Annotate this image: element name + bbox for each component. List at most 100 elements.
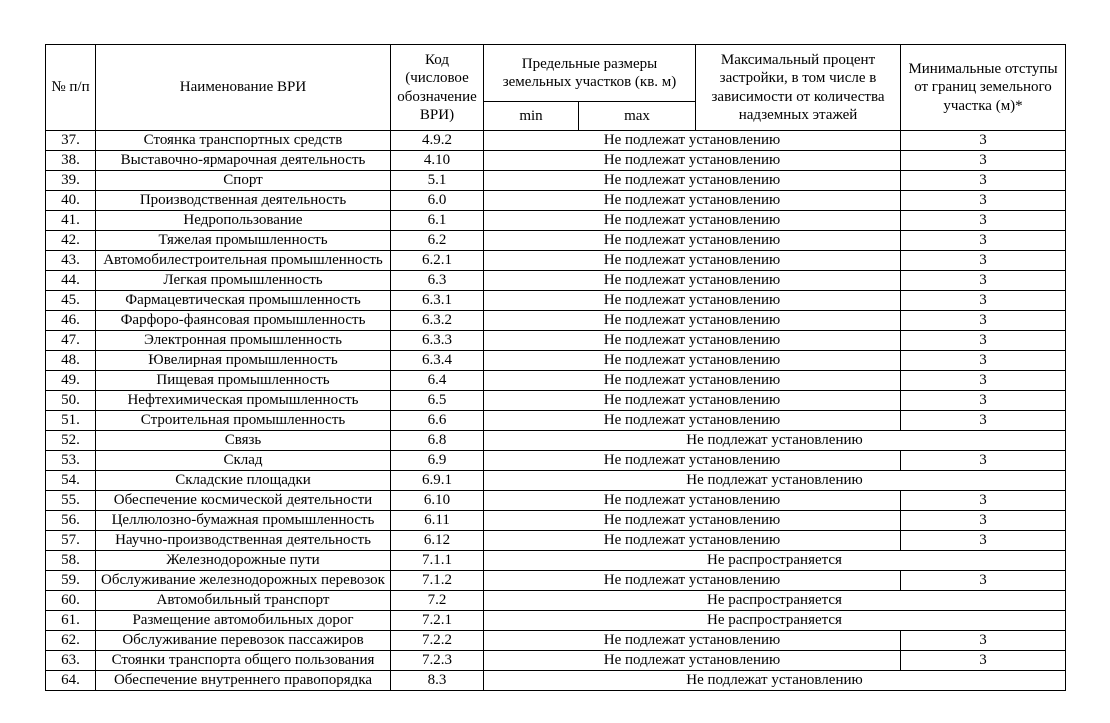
row-number: 54. xyxy=(45,470,96,491)
vri-name: Железнодорожные пути xyxy=(95,550,391,571)
limits-value: Не подлежат установлению xyxy=(483,470,1066,491)
vri-name: Тяжелая промышленность xyxy=(95,230,391,251)
table-row: 45. Фармацевтическая промышленность 6.3.1 Н… xyxy=(45,290,1066,311)
vri-code: 4.9.2 xyxy=(390,130,484,151)
vri-name: Производственная деятельность xyxy=(95,190,391,211)
table-row: 50. Нефтехимическая промышленность 6.5 Не п… xyxy=(45,390,1066,411)
min-offset-value: 3 xyxy=(900,150,1066,171)
row-number: 59. xyxy=(45,570,96,591)
min-offset-value: 3 xyxy=(900,650,1066,671)
limits-value: Не подлежат установлению xyxy=(483,270,901,291)
min-offset-value: 3 xyxy=(900,350,1066,371)
table-row: 49. Пищевая промышленность 6.4 Не подлежат … xyxy=(45,370,1066,391)
limits-value: Не подлежат установлению xyxy=(483,230,901,251)
limits-value: Не подлежат установлению xyxy=(483,390,901,411)
table-row: 43. Автомобилестроительная промышленность… xyxy=(45,250,1066,271)
vri-code: 6.3 xyxy=(390,270,484,291)
min-offset-value: 3 xyxy=(900,210,1066,231)
header-num: № п/п xyxy=(45,44,96,131)
vri-code: 6.5 xyxy=(390,390,484,411)
vri-code: 6.12 xyxy=(390,530,484,551)
table-row: 58. Железнодорожные пути 7.1.1 Не распростр… xyxy=(45,550,1066,571)
vri-code: 6.4 xyxy=(390,370,484,391)
vri-code: 6.9.1 xyxy=(390,470,484,491)
limits-value: Не подлежат установлению xyxy=(483,190,901,211)
row-number: 40. xyxy=(45,190,96,211)
vri-name: Недропользование xyxy=(95,210,391,231)
header-row-sub: min max xyxy=(46,101,1066,131)
vri-code: 6.3.2 xyxy=(390,310,484,331)
header-min: min xyxy=(483,101,579,131)
limits-value: Не подлежат установлению xyxy=(483,670,1066,691)
limits-value: Не подлежат установлению xyxy=(483,530,901,551)
vri-code: 6.3.3 xyxy=(390,330,484,351)
vri-name: Стоянки транспорта общего пользования xyxy=(95,650,391,671)
vri-code: 6.2.1 xyxy=(390,250,484,271)
row-number: 53. xyxy=(45,450,96,471)
vri-name: Легкая промышленность xyxy=(95,270,391,291)
vri-code: 7.2 xyxy=(390,590,484,611)
vri-code: 7.1.2 xyxy=(390,570,484,591)
row-number: 45. xyxy=(45,290,96,311)
min-offset-value: 3 xyxy=(900,130,1066,151)
table-header: № п/п Наименование ВРИ Код (числовое обо… xyxy=(45,44,1066,131)
vri-code: 6.10 xyxy=(390,490,484,511)
min-offset-value: 3 xyxy=(900,570,1066,591)
row-number: 51. xyxy=(45,410,96,431)
row-number: 37. xyxy=(45,130,96,151)
vri-name: Выставочно-ярмарочная деятельность xyxy=(95,150,391,171)
min-offset-value: 3 xyxy=(900,510,1066,531)
vri-code: 6.2 xyxy=(390,230,484,251)
vri-code: 6.8 xyxy=(390,430,484,451)
min-offset-value: 3 xyxy=(900,170,1066,191)
limits-value: Не подлежат установлению xyxy=(483,350,901,371)
table-row: 52. Связь 6.8 Не подлежат установлению xyxy=(45,430,1066,451)
header-min-offset: Минимальные отступы от границ земельного… xyxy=(900,44,1066,131)
limits-value: Не подлежат установлению xyxy=(483,150,901,171)
vri-name: Спорт xyxy=(95,170,391,191)
header-vri-code: Код (числовое обозначение ВРИ) xyxy=(390,44,484,131)
table-row: 39. Спорт 5.1 Не подлежат установлению 3 xyxy=(45,170,1066,191)
vri-code: 6.0 xyxy=(390,190,484,211)
vri-name: Обеспечение космической деятельности xyxy=(95,490,391,511)
limits-value: Не подлежат установлению xyxy=(483,130,901,151)
min-offset-value: 3 xyxy=(900,410,1066,431)
limits-value: Не подлежат установлению xyxy=(483,330,901,351)
limits-value: Не подлежат установлению xyxy=(483,370,901,391)
vri-name: Автомобильный транспорт xyxy=(95,590,391,611)
vri-name: Ювелирная промышленность xyxy=(95,350,391,371)
limits-value: Не подлежат установлению xyxy=(483,290,901,311)
vri-code: 7.2.3 xyxy=(390,650,484,671)
table-row: 64. Обеспечение внутреннего правопорядка 8… xyxy=(45,670,1066,691)
row-number: 62. xyxy=(45,630,96,651)
row-number: 56. xyxy=(45,510,96,531)
table-row: 63. Стоянки транспорта общего пользования… xyxy=(45,650,1066,671)
vri-name: Электронная промышленность xyxy=(95,330,391,351)
row-number: 44. xyxy=(45,270,96,291)
table-row: 57. Научно-производственная деятельность 6… xyxy=(45,530,1066,551)
min-offset-value: 3 xyxy=(900,250,1066,271)
vri-code: 5.1 xyxy=(390,170,484,191)
row-number: 52. xyxy=(45,430,96,451)
row-number: 58. xyxy=(45,550,96,571)
vri-code: 6.6 xyxy=(390,410,484,431)
limits-value: Не подлежат установлению xyxy=(483,310,901,331)
vri-name: Автомобилестроительная промышленность xyxy=(95,250,391,271)
table-row: 38. Выставочно-ярмарочная деятельность 4.1… xyxy=(45,150,1066,171)
limits-value: Не подлежат установлению xyxy=(483,650,901,671)
table-row: 42. Тяжелая промышленность 6.2 Не подлежат … xyxy=(45,230,1066,251)
min-offset-value: 3 xyxy=(900,490,1066,511)
min-offset-value: 3 xyxy=(900,310,1066,331)
vri-name: Склад xyxy=(95,450,391,471)
vri-table: № п/п Наименование ВРИ Код (числовое обо… xyxy=(45,44,1066,691)
row-number: 64. xyxy=(45,670,96,691)
vri-code: 6.9 xyxy=(390,450,484,471)
row-number: 47. xyxy=(45,330,96,351)
vri-name: Связь xyxy=(95,430,391,451)
min-offset-value: 3 xyxy=(900,270,1066,291)
table-row: 61. Размещение автомобильных дорог 7.2.1 Не… xyxy=(45,610,1066,631)
min-offset-value: 3 xyxy=(900,230,1066,251)
vri-name: Фарфоро-фаянсовая промышленность xyxy=(95,310,391,331)
table-row: 55. Обеспечение космической деятельности 6… xyxy=(45,490,1066,511)
vri-code: 7.2.2 xyxy=(390,630,484,651)
